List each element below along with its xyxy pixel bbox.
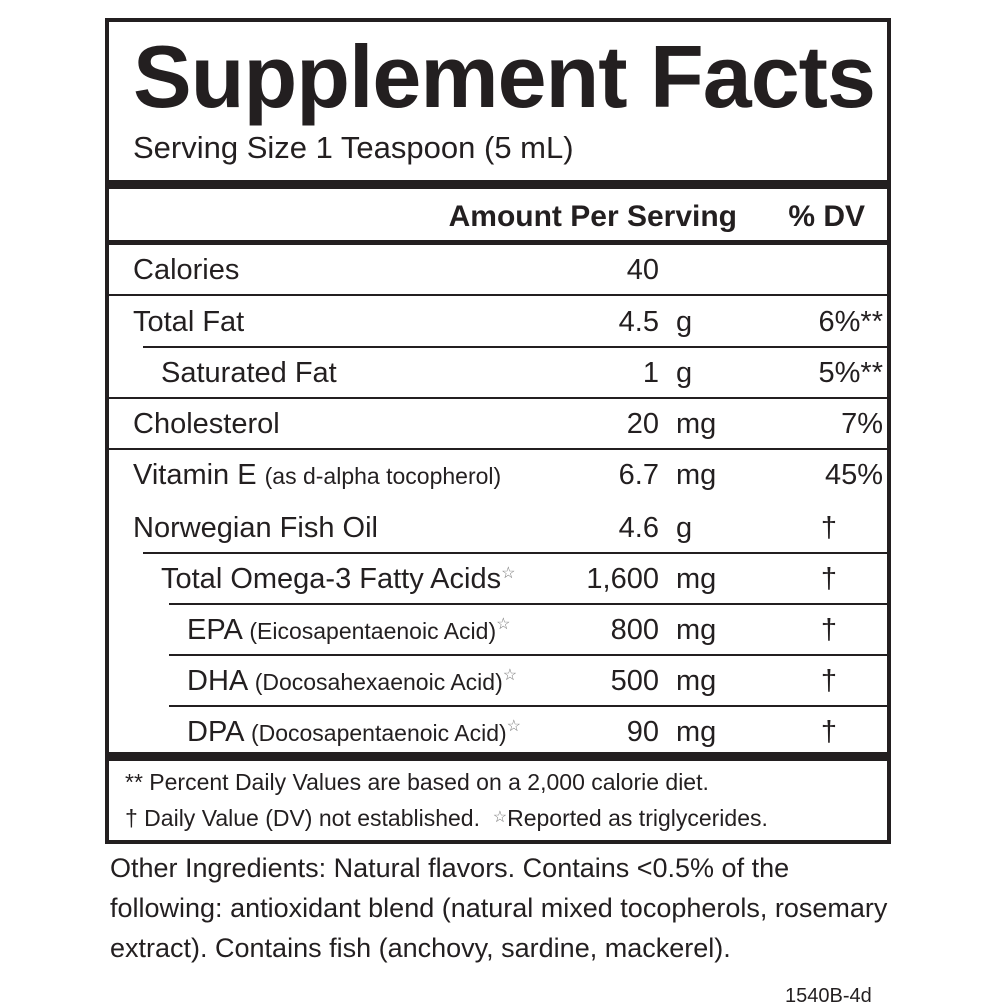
nutrient-name: Vitamin E [133, 459, 257, 491]
nutrient-amount: 40 [626, 254, 659, 286]
row-divider [143, 346, 887, 348]
row-divider [109, 397, 887, 399]
nutrient-dv: 5%** [818, 357, 884, 389]
nutrient-source: (Docosahexaenoic Acid) [254, 669, 503, 695]
nutrient-name: Cholesterol [133, 408, 280, 440]
footnote-triglycerides: Reported as triglycerides. [507, 805, 768, 831]
nutrient-amount: 20 [626, 408, 659, 440]
thick-divider [109, 180, 887, 189]
nutrient-row: Calories 40 [109, 245, 887, 296]
nutrient-row: Total Omega-3 Fatty Acids☆ 1,600 mg † [109, 554, 887, 605]
star-icon: ☆ [496, 616, 511, 633]
nutrient-unit: mg [676, 459, 717, 491]
footnote-established: † Daily Value (DV) not established. ☆Rep… [125, 800, 768, 836]
dv-header: % DV [788, 200, 865, 233]
nutrient-row: Total Fat 4.5 g 6%** [109, 297, 887, 348]
column-header: Amount Per Serving % DV [109, 194, 887, 240]
nutrient-source: (Eicosapentaenoic Acid) [249, 618, 497, 644]
nutrient-source: (as d-alpha tocopherol) [264, 463, 502, 489]
nutrient-row: EPA (Eicosapentaenoic Acid)☆ 800 mg † [109, 605, 887, 656]
nutrient-dv: 45% [824, 459, 883, 491]
footnote-dv: ** Percent Daily Values are based on a 2… [125, 769, 709, 795]
nutrient-label: Calories [133, 254, 239, 287]
nutrient-row: Saturated Fat 1 g 5%** [109, 348, 887, 399]
nutrient-amount: 1,600 [586, 563, 659, 595]
nutrient-unit: mg [676, 665, 717, 697]
nutrient-name: EPA [187, 614, 242, 646]
nutrient-dv: 6%** [818, 306, 884, 338]
nutrient-dv: 7% [841, 408, 883, 440]
row-divider [143, 552, 887, 554]
nutrient-unit: mg [676, 614, 717, 646]
product-code: 1540B-4d [785, 985, 872, 1007]
nutrient-label: EPA (Eicosapentaenoic Acid)☆ [187, 614, 510, 647]
nutrient-name: Calories [133, 254, 240, 286]
nutrient-dv: † [820, 665, 837, 697]
footnote-dagger: † Daily Value (DV) not established. [125, 805, 480, 831]
nutrient-dv: † [820, 614, 837, 646]
nutrient-amount: 4.5 [618, 306, 659, 338]
panel-title: Supplement Facts [133, 27, 876, 126]
star-icon: ☆ [506, 718, 522, 735]
nutrient-amount: 4.6 [618, 512, 659, 544]
nutrient-unit: mg [676, 563, 717, 595]
row-divider [109, 448, 887, 450]
star-icon: ☆ [502, 667, 518, 684]
nutrient-row: DHA (Docosahexaenoic Acid)☆ 500 mg † [109, 656, 887, 707]
row-divider [169, 603, 887, 605]
row-divider [169, 654, 887, 656]
star-icon: ☆ [501, 565, 516, 582]
nutrient-label: Saturated Fat [161, 357, 337, 390]
nutrient-dv: † [820, 716, 837, 748]
nutrient-label: Total Omega-3 Fatty Acids☆ [161, 563, 515, 596]
serving-size: Serving Size 1 Teaspoon (5 mL) [133, 130, 574, 165]
nutrient-unit: mg [676, 408, 717, 440]
nutrient-source: (Docosapentaenoic Acid) [250, 720, 507, 746]
nutrient-amount: 1 [642, 357, 659, 389]
nutrient-unit: g [676, 357, 693, 389]
nutrient-label: DHA (Docosahexaenoic Acid)☆ [187, 665, 517, 698]
nutrient-amount: 90 [626, 716, 659, 748]
nutrient-dv: † [820, 563, 837, 595]
nutrient-row: Cholesterol 20 mg 7% [109, 399, 887, 450]
header-divider [109, 240, 887, 245]
thick-divider-bottom [109, 752, 887, 761]
nutrient-unit: mg [676, 716, 717, 748]
nutrient-row: DPA (Docosapentaenoic Acid)☆ 90 mg † [109, 707, 887, 758]
nutrient-amount: 6.7 [618, 459, 659, 491]
nutrient-name: Total Fat [133, 306, 245, 338]
nutrient-unit: g [676, 306, 693, 338]
nutrient-row: Vitamin E (as d-alpha tocopherol) 6.7 mg 45… [109, 450, 887, 501]
footnotes: ** Percent Daily Values are based on a 2… [125, 764, 768, 836]
nutrient-label: DPA (Docosapentaenoic Acid)☆ [187, 716, 521, 749]
nutrient-label: Norwegian Fish Oil [133, 512, 378, 545]
nutrient-dv: † [820, 512, 837, 544]
nutrient-label: Total Fat [133, 306, 244, 339]
nutrient-name: Saturated Fat [161, 357, 337, 389]
nutrient-amount: 800 [610, 614, 659, 646]
nutrient-label: Vitamin E (as d-alpha tocopherol) [133, 459, 501, 492]
nutrient-name: Norwegian Fish Oil [133, 512, 378, 544]
supplement-facts-panel: Supplement Facts Serving Size 1 Teaspoon… [105, 18, 891, 844]
nutrient-label: Cholesterol [133, 408, 280, 441]
nutrient-name: DHA [187, 665, 247, 697]
nutrient-name: DPA [187, 716, 243, 748]
nutrient-name: Total Omega-3 Fatty Acids [161, 563, 502, 595]
row-divider [109, 294, 887, 296]
nutrient-unit: g [676, 512, 693, 544]
row-divider [169, 705, 887, 707]
other-ingredients: Other Ingredients: Natural flavors. Cont… [110, 853, 888, 963]
star-icon: ☆ [492, 809, 508, 826]
nutrient-row: Norwegian Fish Oil 4.6 g † [109, 503, 887, 554]
amount-header: Amount Per Serving [448, 200, 737, 233]
nutrient-amount: 500 [610, 665, 659, 697]
